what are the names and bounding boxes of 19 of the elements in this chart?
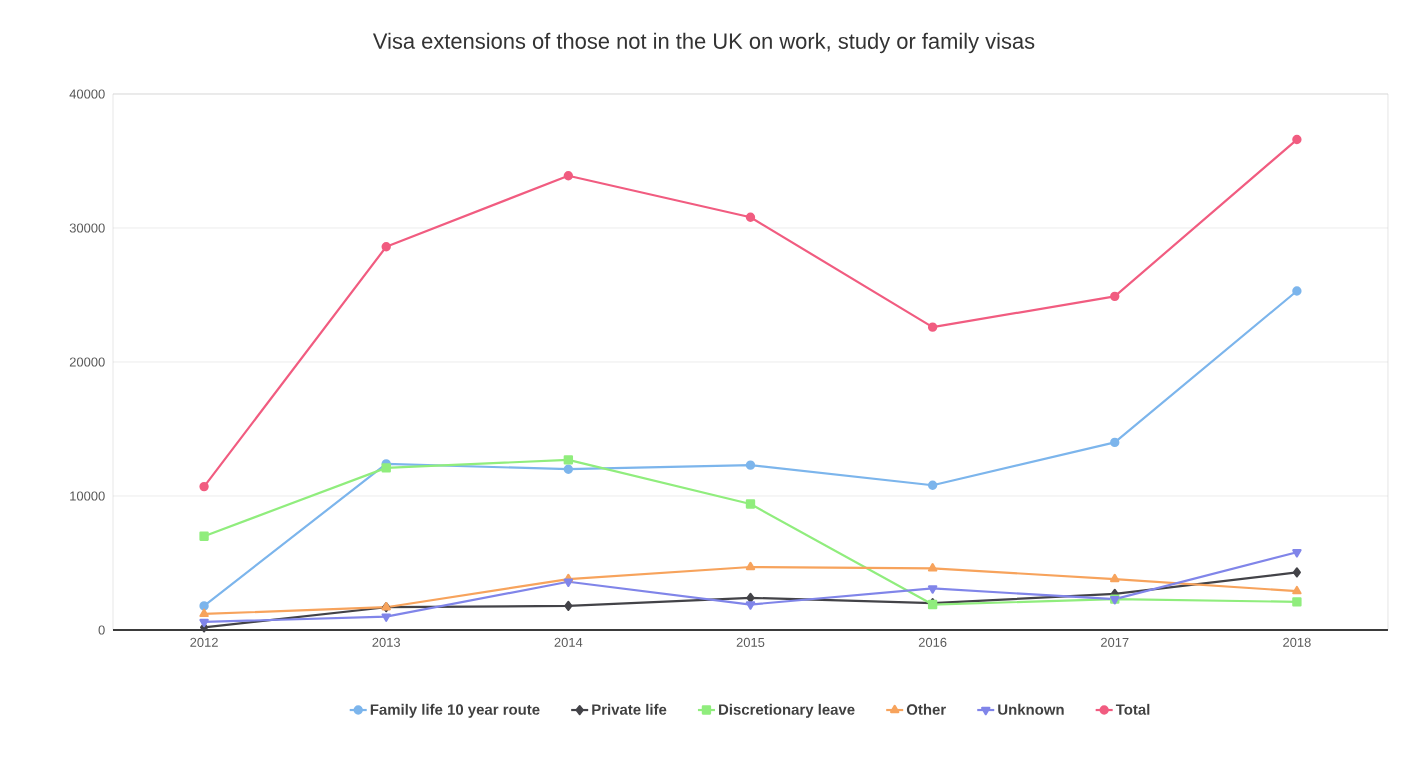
x-tick-label: 2017 <box>1101 637 1129 647</box>
legend-label: Private life <box>592 703 667 715</box>
legend-label: Family life 10 year route <box>370 703 540 718</box>
x-tick-label: 2012 <box>190 637 218 647</box>
chart-title: Visa extensions of those not in the UK on work, study or family visas <box>372 32 1035 54</box>
y-tick-label: 0 <box>98 625 105 635</box>
x-tick-label: 2016 <box>918 637 947 647</box>
legend-label: Discretionary leave <box>719 703 855 718</box>
y-tick-label: 20000 <box>69 357 105 367</box>
legend-label: Unknown <box>998 703 1064 715</box>
y-tick-label: 30000 <box>69 223 105 233</box>
x-tick-label: 2018 <box>1283 637 1311 647</box>
legend-label: Total <box>1115 703 1150 715</box>
y-tick-label: 40000 <box>69 89 105 99</box>
legend-label: Other <box>906 703 946 715</box>
y-tick-label: 10000 <box>70 491 105 501</box>
x-tick-label: 2013 <box>372 637 401 647</box>
x-tick-label: 2015 <box>736 637 765 647</box>
x-tick-label: 2014 <box>554 637 583 647</box>
